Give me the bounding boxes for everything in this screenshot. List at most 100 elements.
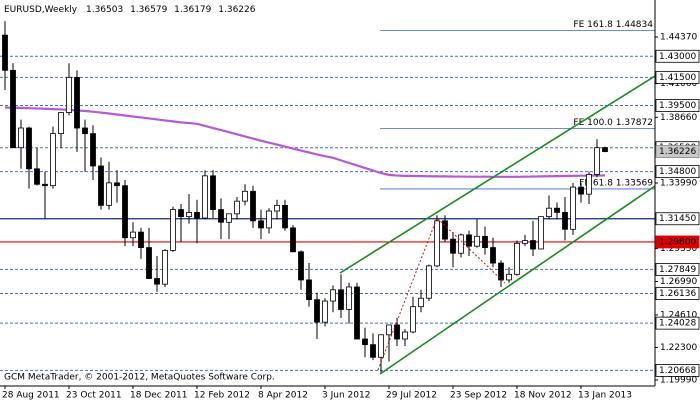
y-tick-label: 1.33990 bbox=[660, 179, 697, 189]
header-low: 1.36179 bbox=[174, 5, 211, 15]
level-box bbox=[655, 287, 700, 300]
candle-body bbox=[274, 204, 280, 212]
candle-body bbox=[298, 251, 304, 281]
level-box bbox=[655, 262, 700, 276]
drawings bbox=[339, 75, 655, 375]
level-label: 1.26136 bbox=[659, 289, 696, 299]
candle-body bbox=[562, 212, 568, 230]
candle-body bbox=[74, 76, 80, 129]
candle-body bbox=[594, 147, 600, 175]
header-close: 1.36226 bbox=[218, 5, 255, 15]
level-box bbox=[655, 165, 700, 179]
candle-body bbox=[186, 212, 192, 218]
candles bbox=[2, 21, 608, 375]
candle-body bbox=[50, 133, 56, 187]
y-tick-label: 1.22300 bbox=[660, 343, 697, 353]
x-tick-label: 29 Jul 2012 bbox=[386, 391, 437, 401]
candle-body bbox=[82, 127, 88, 135]
level-box bbox=[655, 316, 700, 330]
level-label: 1.24028 bbox=[659, 319, 696, 329]
candle-body bbox=[426, 265, 432, 299]
candle-body bbox=[394, 324, 400, 340]
level-box bbox=[655, 70, 700, 84]
candle-body bbox=[202, 175, 208, 219]
candle-body bbox=[146, 247, 152, 279]
level-label: 1.39500 bbox=[659, 101, 696, 111]
candle-body bbox=[98, 165, 104, 206]
candle-body bbox=[482, 235, 488, 248]
level-label: 1.43000 bbox=[659, 52, 696, 62]
fe-label: FE 161.8 1.44834 bbox=[573, 20, 653, 30]
candle-body bbox=[498, 262, 504, 281]
candle-body bbox=[378, 334, 384, 358]
x-tick-label: 23 Oct 2011 bbox=[66, 391, 122, 401]
candle-body bbox=[570, 186, 576, 230]
footer: GCM MetaTrader, © 2001-2012, MetaQuotes … bbox=[4, 373, 275, 383]
x-tick-label: 12 Feb 2012 bbox=[194, 391, 250, 401]
candle-body bbox=[354, 286, 360, 340]
level-label: 1.29800 bbox=[659, 237, 696, 247]
candle-body bbox=[546, 207, 552, 218]
price-label: 1.36226 bbox=[659, 147, 696, 157]
x-tick-label: 28 Aug 2011 bbox=[2, 391, 60, 401]
candle-body bbox=[362, 338, 368, 346]
x-tick-label: 3 Jun 2012 bbox=[322, 391, 370, 401]
x-tick-label: 8 Apr 2012 bbox=[258, 391, 308, 401]
y-tick-label: 1.44370 bbox=[660, 32, 697, 42]
candle-body bbox=[26, 127, 32, 170]
level-box bbox=[655, 49, 700, 63]
candle-body bbox=[210, 175, 216, 210]
candle-body bbox=[386, 324, 392, 336]
candle-body bbox=[522, 240, 528, 244]
price-box bbox=[655, 145, 700, 158]
candle-body bbox=[114, 182, 120, 187]
fe-label: FE 100.0 1.37872 bbox=[573, 118, 653, 128]
level-box bbox=[655, 99, 700, 112]
candle-body bbox=[306, 279, 312, 301]
candle-body bbox=[250, 190, 256, 222]
candle-body bbox=[162, 249, 168, 285]
channel-lower bbox=[379, 185, 655, 375]
candle-body bbox=[450, 238, 456, 254]
candle-body bbox=[130, 231, 136, 239]
zigzag bbox=[377, 217, 506, 371]
candle-body bbox=[18, 127, 24, 149]
candle-body bbox=[266, 210, 272, 229]
level-box bbox=[655, 364, 700, 377]
candle-body bbox=[402, 331, 408, 340]
candle-body bbox=[530, 240, 536, 250]
candle-body bbox=[170, 209, 176, 251]
level-box bbox=[655, 235, 700, 249]
fe-label: FE 61.8 1.33569 bbox=[579, 178, 653, 188]
candle-body bbox=[466, 234, 472, 247]
axis-labels: 1.44370 1.41060 1.38660 1.33990 1.29330 1.269… bbox=[2, 32, 700, 401]
candle-body bbox=[66, 76, 72, 113]
candle-body bbox=[474, 235, 480, 247]
y-tick-label: 1.26990 bbox=[660, 277, 697, 287]
candle-body bbox=[434, 220, 440, 267]
candle-body bbox=[338, 289, 344, 310]
candle-body bbox=[90, 133, 96, 167]
levels: FE 161.8 1.44834 FE 100.0 1.37872 FE 61.8 … bbox=[0, 20, 655, 371]
header-open: 1.36503 bbox=[86, 5, 123, 15]
header-high: 1.36579 bbox=[130, 5, 167, 15]
x-tick-label: 18 Dec 2011 bbox=[130, 391, 188, 401]
candle-body bbox=[586, 174, 592, 195]
candle-body bbox=[314, 299, 320, 323]
candle-body bbox=[602, 147, 608, 152]
candle-body bbox=[178, 209, 184, 218]
level-label: 1.41500 bbox=[659, 73, 696, 83]
candle-body bbox=[370, 344, 376, 358]
candle-body bbox=[258, 220, 264, 229]
candle-body bbox=[490, 247, 496, 264]
y-tick-label: 1.41060 bbox=[660, 79, 697, 89]
candle-body bbox=[506, 273, 512, 281]
x-tick-label: 13 Jan 2013 bbox=[578, 391, 632, 401]
channel-upper bbox=[339, 75, 655, 274]
x-tick-label: 23 Sep 2012 bbox=[450, 391, 507, 401]
candle-body bbox=[346, 286, 352, 310]
candle-body bbox=[458, 234, 464, 254]
